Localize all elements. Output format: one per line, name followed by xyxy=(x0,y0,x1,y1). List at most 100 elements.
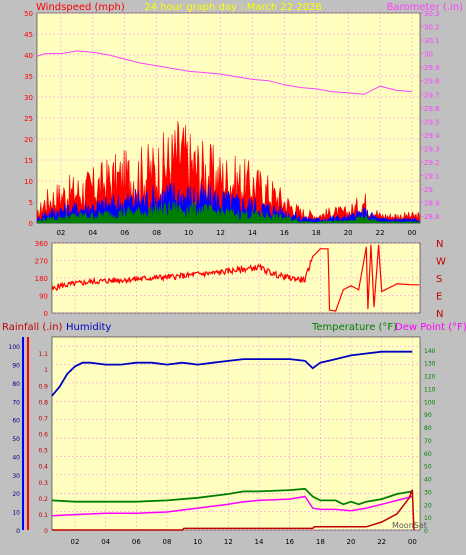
rain-y-tick: 0.8 xyxy=(38,399,48,406)
compass-label: N xyxy=(436,309,443,320)
temperature-y-tick: 20 xyxy=(424,502,432,509)
wind-y-tick: 0 xyxy=(29,220,33,228)
temperature-y-tick: 110 xyxy=(424,386,436,393)
climate-x-tick: 08 xyxy=(163,538,172,546)
wind-y-tick: 20 xyxy=(24,136,33,144)
rainfall-series xyxy=(52,489,415,531)
wind-grid xyxy=(37,12,420,224)
dew-point-series xyxy=(51,495,413,517)
rain-y-tick: 1.1 xyxy=(38,351,48,358)
wind-series xyxy=(36,50,421,224)
temperature-y-tick: 30 xyxy=(424,489,432,496)
windspeed-label: Windspeed (mph) xyxy=(36,2,125,13)
temperature-y-tick: 80 xyxy=(424,425,432,432)
humidity-y-tick: 30 xyxy=(12,473,20,480)
direction-grid xyxy=(52,242,420,314)
wind-y-tick: 50 xyxy=(24,10,33,18)
wind-y-tick: 35 xyxy=(24,73,33,81)
barometer-y-tick: 30.1 xyxy=(424,37,440,45)
barometer-y-tick: 29.3 xyxy=(424,145,440,153)
rain-y-tick: 0.1 xyxy=(38,512,48,519)
barometer-label: Barometer (.in) xyxy=(387,2,463,13)
rain-y-ticks: 0 0.1 0.2 0.3 0.4 0.5 0.6 0.7 0.8 0.9 1 1.1 xyxy=(27,337,48,535)
barometer-series xyxy=(36,50,413,95)
climate-x-tick: 12 xyxy=(224,538,233,546)
direction-y-ticks: 0 90 180 270 360 xyxy=(35,240,48,318)
direction-y-tick: 270 xyxy=(35,258,48,266)
rain-y-tick: 1 xyxy=(44,367,48,374)
climate-x-ticks: 02 04 06 08 10 12 14 16 18 20 22 00 xyxy=(71,538,417,546)
climate-plot-area xyxy=(51,336,421,531)
climate-series xyxy=(51,350,415,531)
rain-y-tick: 0 xyxy=(44,528,48,535)
rain-y-tick: 0.3 xyxy=(38,480,48,487)
humidity-series xyxy=(51,350,413,397)
barometer-y-tick: 29.2 xyxy=(424,159,440,167)
barometer-y-tick: 29.4 xyxy=(424,132,440,140)
direction-y-tick: 90 xyxy=(39,293,48,301)
wind-x-tick: 08 xyxy=(152,229,161,237)
climate-x-tick: 16 xyxy=(285,538,294,546)
compass-label: N xyxy=(436,239,443,250)
wind-x-tick: 06 xyxy=(120,229,129,237)
barometer-y-tick: 29.9 xyxy=(424,64,440,72)
humidity-label: Humidity xyxy=(66,322,111,333)
wind-y-ticks: 0 5 10 15 20 25 30 35 40 45 50 xyxy=(24,10,33,228)
rain-y-tick: 0.6 xyxy=(38,432,48,439)
rain-y-tick: 0.9 xyxy=(38,383,48,390)
climate-x-tick: 06 xyxy=(132,538,141,546)
temperature-y-tick: 0 xyxy=(424,528,428,535)
temperature-y-ticks: 0 10 20 30 40 50 60 70 80 90 100 110 120 130 140 xyxy=(424,348,436,535)
barometer-y-tick: 29 xyxy=(424,186,433,194)
humidity-y-tick: 60 xyxy=(12,418,20,425)
wind-y-tick: 45 xyxy=(24,31,33,39)
wind-x-tick: 22 xyxy=(376,229,385,237)
wind-x-tick: 18 xyxy=(312,229,321,237)
rain-y-tick: 0.4 xyxy=(38,464,48,471)
humidity-y-ticks: 0 10 20 30 40 50 60 70 80 90 100 xyxy=(9,337,24,535)
wind-x-tick: 12 xyxy=(216,229,225,237)
climate-x-tick: 02 xyxy=(71,538,80,546)
barometer-y-tick: 29.6 xyxy=(424,105,440,113)
temperature-y-tick: 140 xyxy=(424,348,436,355)
temperature-series xyxy=(51,487,413,506)
direction-y-tick: 0 xyxy=(44,310,48,318)
temperature-y-tick: 60 xyxy=(424,451,432,458)
barometer-y-tick: 28.8 xyxy=(424,213,440,221)
climate-x-tick: 14 xyxy=(255,538,264,546)
temperature-y-tick: 50 xyxy=(424,464,432,471)
wind-minimum-series xyxy=(36,201,421,224)
humidity-y-tick: 90 xyxy=(12,363,20,370)
temperature-label: Temperature (°F) xyxy=(311,322,397,333)
temperature-y-tick: 70 xyxy=(424,438,432,445)
humidity-y-tick: 20 xyxy=(12,491,20,498)
barometer-y-tick: 28.9 xyxy=(424,200,440,208)
temperature-y-tick: 120 xyxy=(424,374,436,381)
moonset-annotation: MoonSet xyxy=(392,521,427,530)
humidity-y-tick: 80 xyxy=(12,381,20,388)
page-title: 24 hour graph day : March 22 2026 xyxy=(144,2,322,13)
wind-x-tick: 10 xyxy=(184,229,193,237)
barometer-y-tick: 30 xyxy=(424,51,433,59)
direction-series xyxy=(51,244,420,312)
climate-x-tick: 18 xyxy=(316,538,325,546)
direction-y-tick: 360 xyxy=(35,240,48,248)
dew-point-label: Dew Point (°F) xyxy=(395,322,466,333)
wind-x-tick: 16 xyxy=(280,229,289,237)
temperature-y-tick: 130 xyxy=(424,361,436,368)
humidity-y-tick: 0 xyxy=(16,528,20,535)
humidity-y-tick: 40 xyxy=(12,454,20,461)
rain-y-tick: 0.5 xyxy=(38,448,48,455)
humidity-y-tick: 100 xyxy=(9,344,21,351)
climate-x-tick: 20 xyxy=(347,538,356,546)
wind-x-tick: 14 xyxy=(248,229,257,237)
climate-x-tick: 00 xyxy=(408,538,417,546)
wind-x-tick: 04 xyxy=(88,229,97,237)
wind-x-tick: 02 xyxy=(56,229,65,237)
humidity-y-tick: 70 xyxy=(12,399,20,406)
wind-y-tick: 5 xyxy=(29,199,33,207)
wind-y-tick: 10 xyxy=(24,178,33,186)
compass-label: E xyxy=(436,292,442,303)
barometer-y-ticks: 28.8 28.9 29 29.1 29.2 29.3 29.4 29.5 29.6 29.7 29… xyxy=(420,10,440,221)
